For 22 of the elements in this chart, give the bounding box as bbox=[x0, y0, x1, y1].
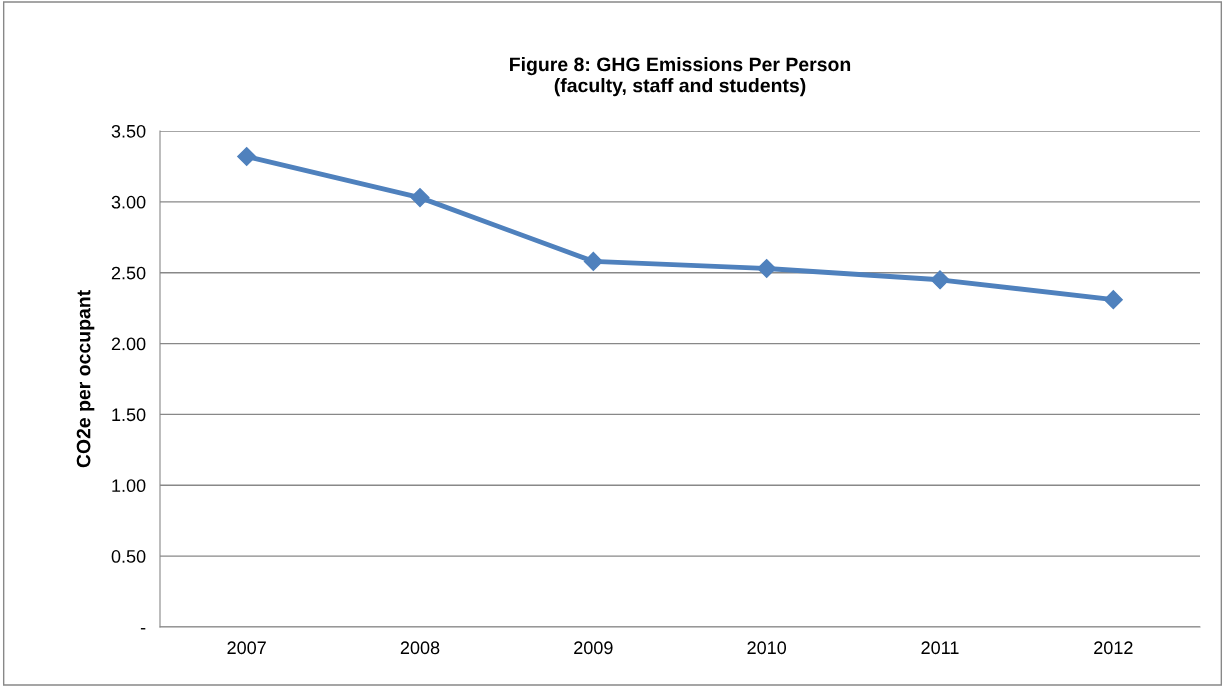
y-tick-label: - bbox=[140, 628, 146, 630]
point bbox=[930, 270, 950, 290]
x-tick-label: 2012 bbox=[1094, 641, 1133, 655]
chart-title: Figure 8: GHG Emissions Per Person (faculty, staff and students) bbox=[510, 56, 851, 97]
point bbox=[1103, 290, 1123, 310]
x-tick-label: 2011 bbox=[921, 641, 959, 655]
x-tick-label: 2010 bbox=[747, 641, 787, 655]
point bbox=[583, 251, 603, 271]
x-tick-label: 2008 bbox=[400, 641, 440, 655]
y-axis-title: CO2e per occupant bbox=[76, 290, 95, 468]
point bbox=[237, 146, 257, 167]
y-tick-label: 2.50 bbox=[111, 266, 146, 280]
y-tick-label: 1.50 bbox=[112, 408, 146, 422]
y-tick-label: 1.00 bbox=[112, 479, 146, 493]
point bbox=[757, 258, 777, 278]
x-tick-label: 2009 bbox=[574, 641, 613, 655]
y-tick-label: 0.50 bbox=[111, 550, 146, 563]
y-tick-label: 3.50 bbox=[111, 124, 146, 138]
point bbox=[410, 188, 430, 208]
y-tick-label: 3.00 bbox=[111, 195, 146, 209]
x-tick-label: 2007 bbox=[227, 641, 266, 655]
y-tick-label: 2.00 bbox=[111, 337, 146, 351]
